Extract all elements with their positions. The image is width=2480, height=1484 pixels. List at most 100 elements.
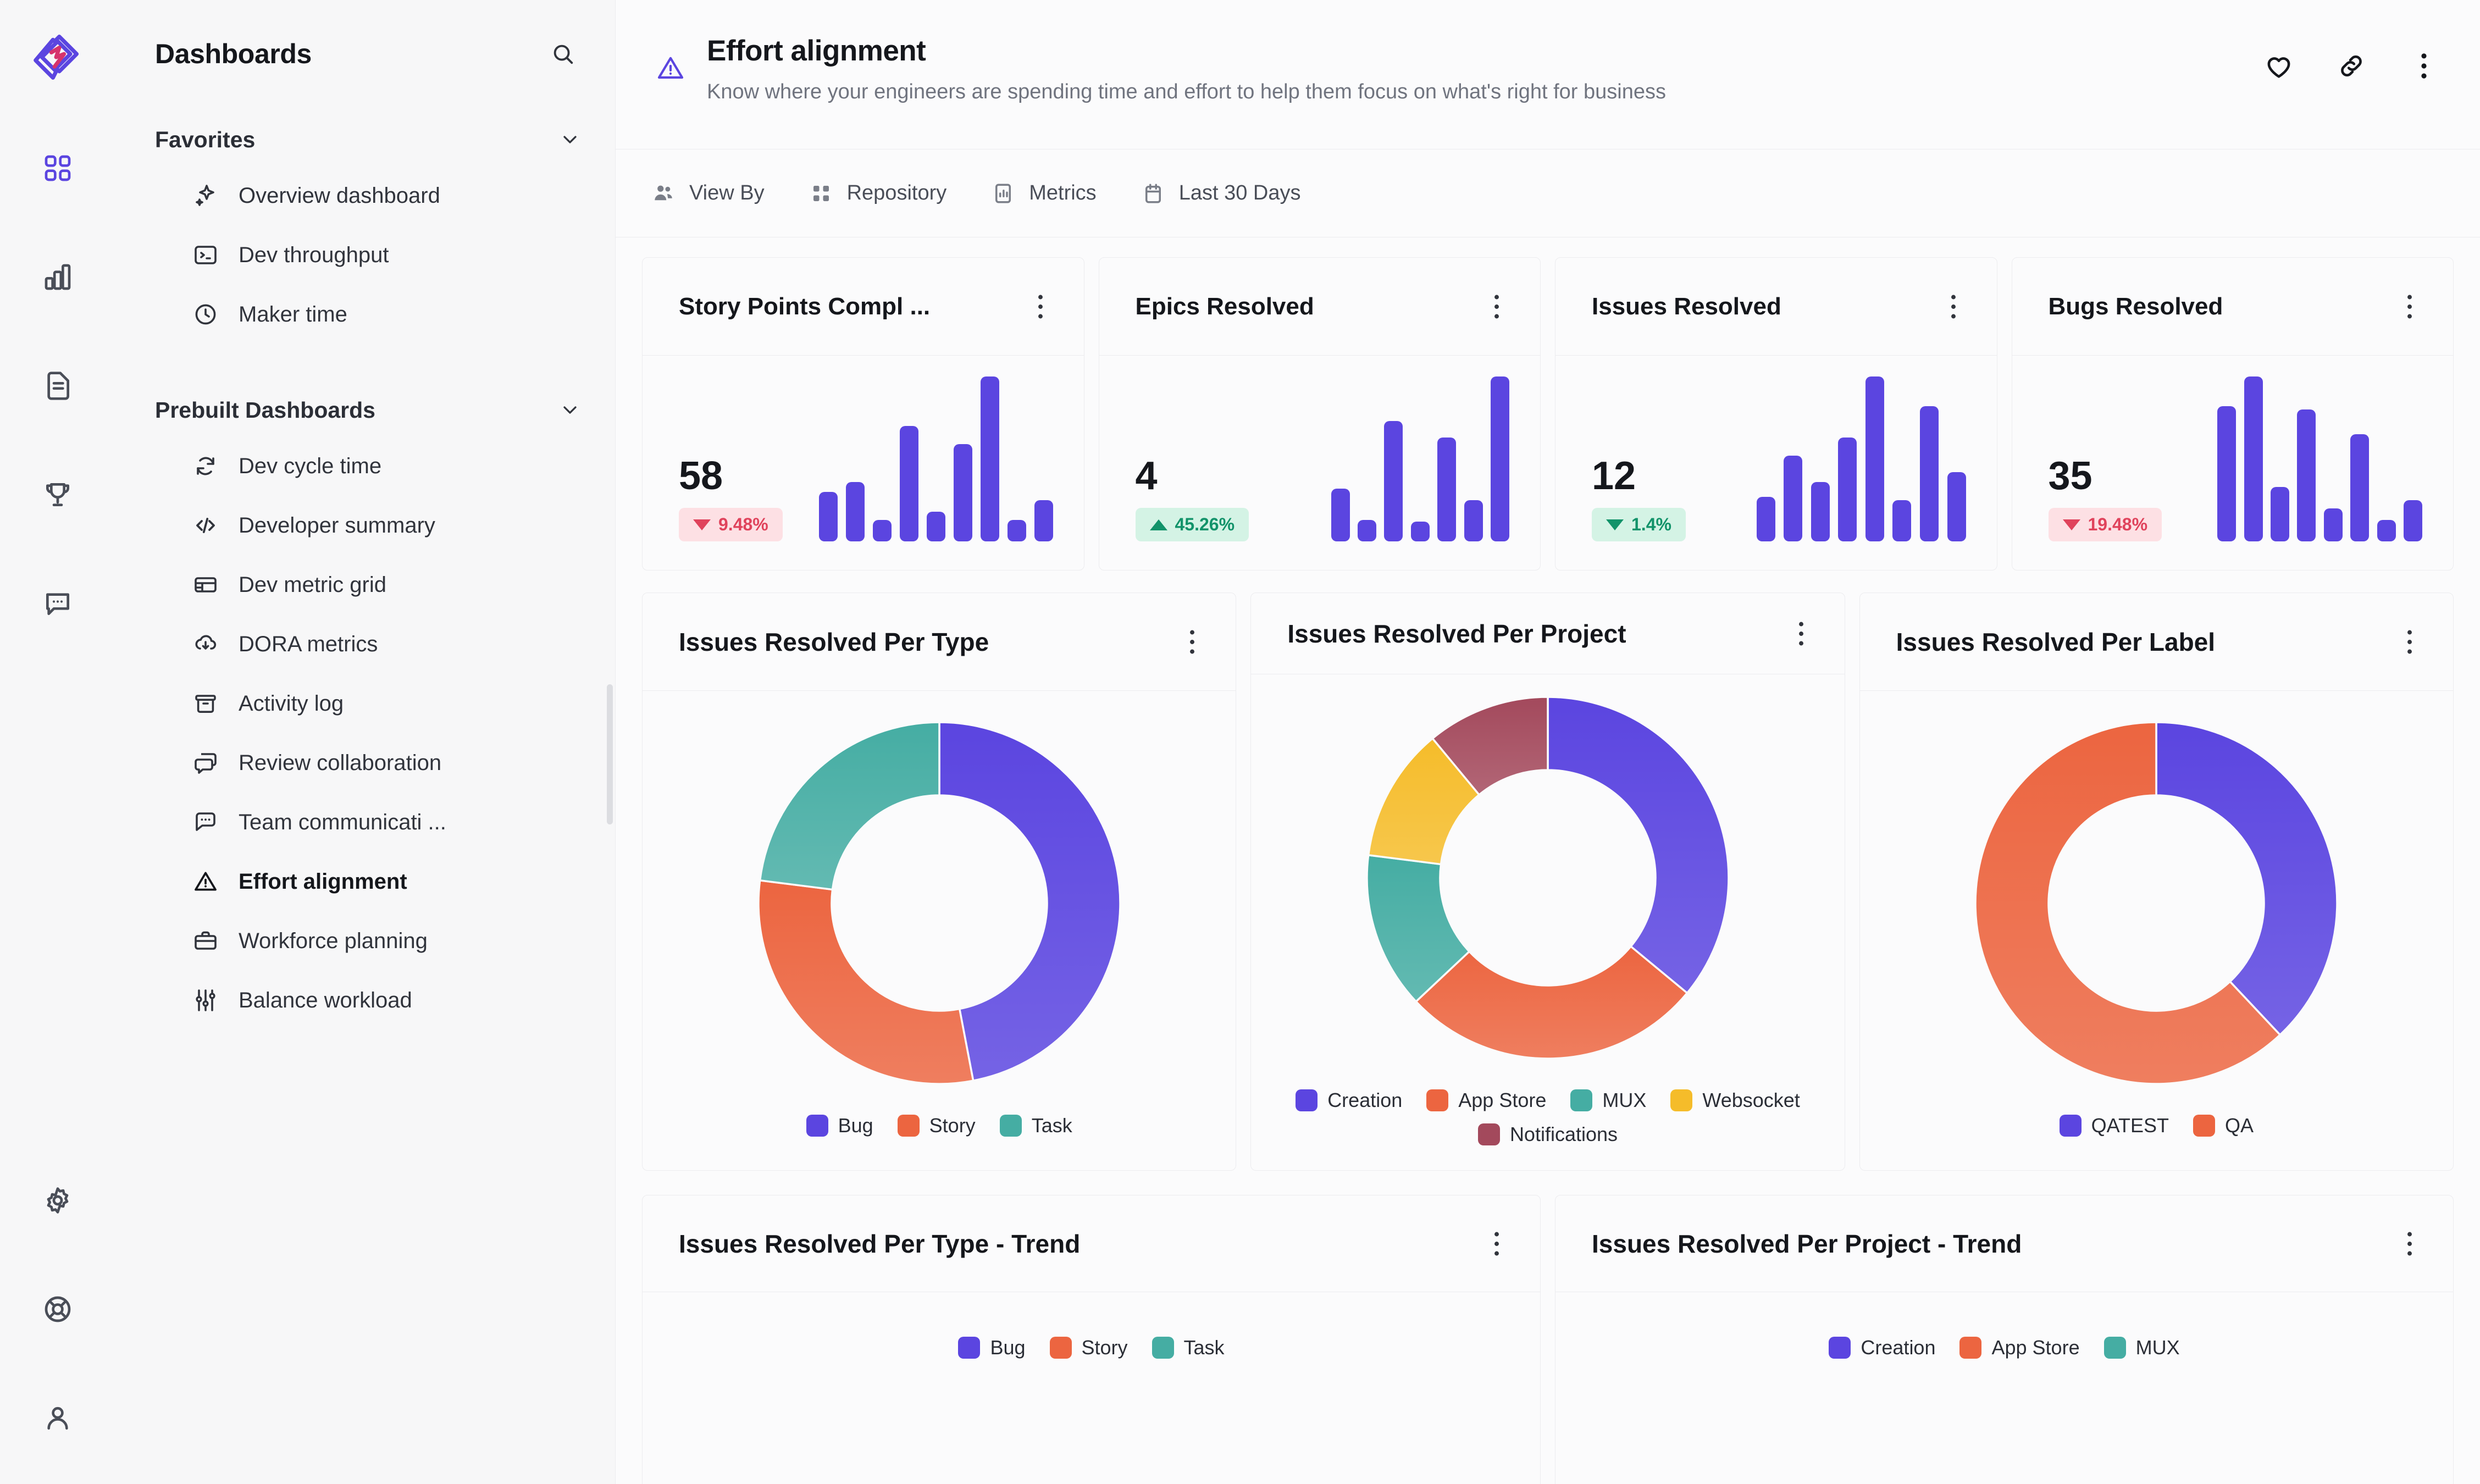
sidebar-scrollbar[interactable] [607,684,613,824]
sidebar-group-prebuilt-dashboards[interactable]: Prebuilt Dashboards [115,384,615,436]
sparkline-bar [1756,497,1775,541]
chart-title: Issues Resolved Per Type [679,627,989,656]
chart-header: Issues Resolved Per Type [643,593,1236,691]
sidebar-item-dora-metrics[interactable]: DORA metrics [115,614,615,674]
comments-icon [191,749,220,777]
sidebar-item-activity-log[interactable]: Activity log [115,674,615,733]
sidebar-item-label: DORA metrics [239,632,378,656]
legend-swatch [958,1337,981,1359]
sparkline-bar [2217,406,2237,541]
legend-item[interactable]: Task [999,1114,1072,1137]
donut-chart[interactable] [1964,711,2349,1095]
donut-slice[interactable] [759,721,940,891]
legend-item[interactable]: Bug [958,1336,1026,1359]
more-options-icon[interactable] [1481,1225,1513,1263]
sidebar-item-dev-metric-grid[interactable]: Dev metric grid [115,555,615,614]
gear-icon[interactable] [36,1178,80,1222]
legend-item[interactable]: App Store [1959,1336,2080,1359]
donut-slice[interactable] [938,721,1121,1082]
kpi-title: Epics Resolved [1135,292,1314,320]
legend-label: Creation [1861,1336,1936,1359]
sidebar: Dashboards Favorites Overview dashboard [115,0,616,1484]
more-options-icon[interactable] [2403,45,2445,87]
chart-card-issues-per-label: Issues Resolved Per Label QATEST QA [1859,593,2454,1171]
app-logo-icon[interactable] [28,27,87,87]
sparkline-bar [872,520,892,541]
more-options-icon[interactable] [2394,1225,2426,1263]
kpi-header: Story Points Compl ... [643,258,1084,356]
donut-slice[interactable] [1547,696,1730,995]
legend-item[interactable]: Task [1152,1336,1225,1359]
legend-item[interactable]: Creation [1829,1336,1935,1359]
donut-slice[interactable] [1431,696,1549,796]
lifebuoy-icon[interactable] [36,1287,80,1331]
legend-label: App Store [1991,1336,2080,1359]
filter-date-range[interactable]: Last 30 Days [1141,181,1300,206]
more-options-icon[interactable] [1176,623,1208,661]
sparkline-bar [2350,434,2370,541]
more-options-icon[interactable] [2394,623,2426,661]
legend-item[interactable]: QA [2193,1114,2254,1137]
filter-bar: View By Repository Metrics Last 30 Days [616,149,2480,237]
donut-slice[interactable] [1414,945,1689,1060]
kpi-delta-badge: 9.48% [679,508,783,541]
favorite-heart-icon[interactable] [2258,45,2300,87]
legend-item[interactable]: App Store [1426,1089,1546,1112]
legend-item[interactable]: MUX [2103,1336,2180,1359]
donut-chart[interactable] [747,711,1132,1095]
copy-link-icon[interactable] [2330,45,2372,87]
more-options-icon[interactable] [1937,287,1969,326]
sidebar-item-balance-workload[interactable]: Balance workload [115,971,615,1030]
donut-slice[interactable] [1974,721,2282,1085]
chat-icon[interactable] [36,582,80,625]
donut-slice[interactable] [757,879,975,1085]
legend-item[interactable]: Story [897,1114,976,1137]
dashboard-title: Effort alignment [707,35,926,67]
kpi-body: 4 45.26% [1099,356,1541,570]
filter-view-by[interactable]: View By [651,181,765,206]
grid-icon[interactable] [36,146,80,190]
bar-chart-icon[interactable] [36,255,80,299]
sidebar-item-developer-summary[interactable]: Developer summary [115,496,615,555]
chart-card-issues-per-project: Issues Resolved Per Project Creation App … [1250,593,1845,1171]
sidebar-item-review-collaboration[interactable]: Review collaboration [115,733,615,793]
more-options-icon[interactable] [1481,287,1513,326]
sidebar-item-dev-throughput[interactable]: Dev throughput [115,225,615,285]
legend-item[interactable]: Notifications [1477,1123,1618,1146]
sidebar-item-team-communication[interactable]: Team communicati ... [115,793,615,852]
legend-item[interactable]: QATEST [2059,1114,2169,1137]
donut-slice[interactable] [1366,854,1471,1003]
filter-metrics[interactable]: Metrics [990,181,1097,206]
legend-item[interactable]: Websocket [1670,1089,1800,1112]
donut-slice[interactable] [2155,721,2339,1037]
trophy-icon[interactable] [36,473,80,517]
sidebar-group-favorites[interactable]: Favorites [115,113,615,166]
kpi-sparkline [1262,376,1509,541]
sidebar-item-overview-dashboard[interactable]: Overview dashboard [115,166,615,225]
legend-label: Story [929,1114,976,1137]
more-options-icon[interactable] [1785,614,1817,653]
chart-title: Issues Resolved Per Project [1287,619,1626,648]
legend-item[interactable]: Story [1049,1336,1128,1359]
sidebar-item-maker-time[interactable]: Maker time [115,285,615,344]
more-options-icon[interactable] [2394,287,2426,326]
legend-item[interactable]: MUX [1570,1089,1646,1112]
legend-item[interactable]: Creation [1296,1089,1402,1112]
sidebar-item-dev-cycle-time[interactable]: Dev cycle time [115,436,615,496]
filter-repository[interactable]: Repository [809,181,946,206]
document-icon[interactable] [36,364,80,408]
sidebar-item-label: Workforce planning [239,928,428,953]
kpi-body: 58 9.48% [643,356,1084,570]
legend-swatch [999,1115,1022,1137]
sidebar-item-effort-alignment[interactable]: Effort alignment [115,852,615,911]
legend-label: Websocket [1702,1089,1800,1111]
kpi-card-bugs-resolved: Bugs Resolved 35 19.48% [2011,257,2454,571]
legend-item[interactable]: Bug [806,1114,873,1137]
more-options-icon[interactable] [1025,287,1056,326]
donut-chart[interactable] [1355,685,1740,1070]
sidebar-item-workforce-planning[interactable]: Workforce planning [115,911,615,971]
user-icon[interactable] [36,1396,80,1440]
legend-label: MUX [2135,1336,2180,1359]
search-icon[interactable] [545,36,581,72]
